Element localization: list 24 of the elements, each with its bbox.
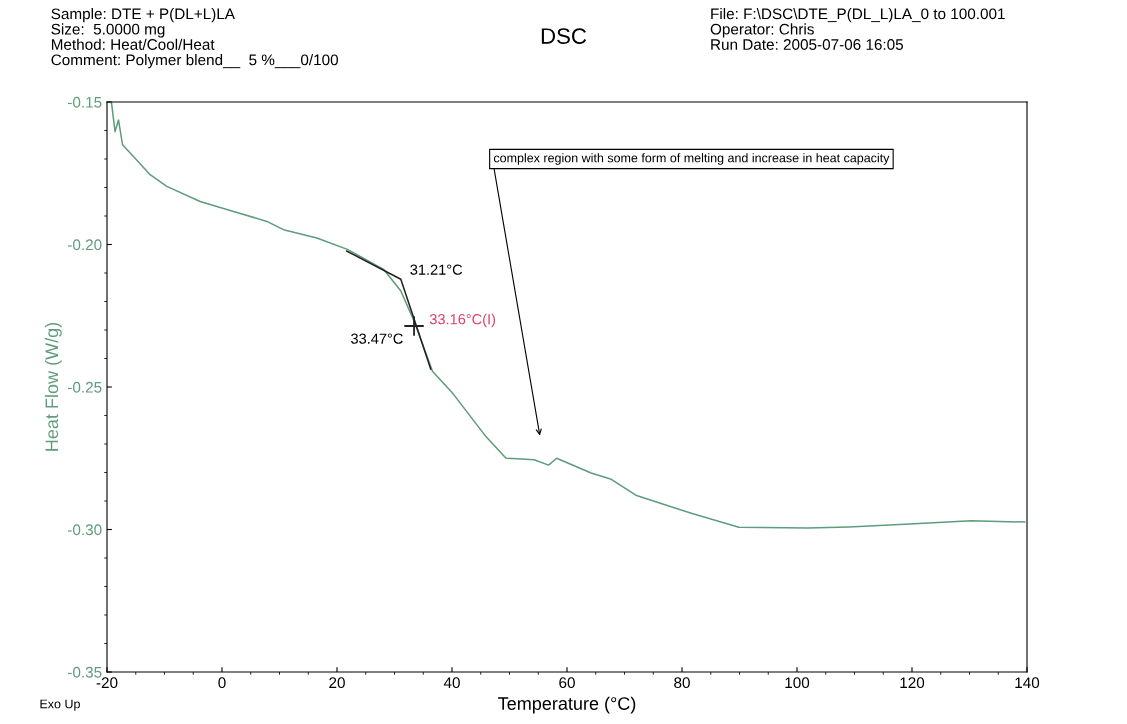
- y-axis-title: Heat Flow (W/g): [44, 322, 62, 451]
- x-tick-label: -20: [96, 677, 118, 689]
- x-tick-label: 20: [329, 677, 345, 689]
- x-axis-title: Temperature (°C): [498, 696, 636, 714]
- x-tick-label: 140: [1015, 677, 1040, 689]
- y-tick-label: -0.20: [68, 239, 102, 251]
- y-tick-label: -0.35: [68, 666, 102, 678]
- x-tick-label: 60: [559, 677, 575, 689]
- chart-title: DSC: [541, 28, 587, 44]
- text: Sample: DTE + P(DL+L)LA Size: 5.0000 mg Method: Heat/Cool/Heat Comment: Polymer blend__ 5 %___0/100: [51, 8, 339, 69]
- y-tick-label: -0.25: [68, 381, 102, 393]
- x-tick-label: 100: [785, 677, 810, 689]
- x-tick-label: 120: [900, 677, 925, 689]
- x-tick-label: 80: [674, 677, 690, 689]
- y-tick-label: -0.15: [68, 96, 102, 108]
- text: Exo Up: [40, 699, 80, 711]
- text: File: F:\DSC\DTE_P(DL_L)LA_0 to 100.001 Operator: Chris Run Date: 2005-07-06 16:05: [710, 8, 1005, 50]
- x-tick-label: 40: [443, 677, 460, 689]
- annotation: 31.21°C: [410, 264, 463, 275]
- annotation: complex region with some form of melting and increase in heat capacity: [493, 153, 890, 165]
- annotation: 33.47°C: [351, 333, 403, 344]
- x-tick-label: 0: [218, 677, 226, 689]
- y-tick-label: -0.30: [68, 524, 102, 536]
- annotation: 33.16°C(I): [429, 313, 496, 328]
